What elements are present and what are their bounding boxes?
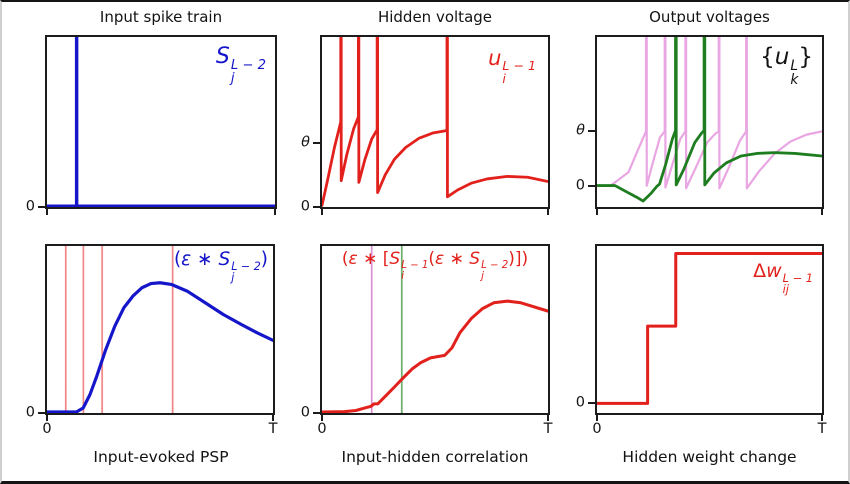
x-tick-label: 0	[592, 421, 602, 437]
x-tick-mark	[274, 208, 276, 215]
x-tick-mark	[596, 208, 598, 215]
input-spike-trace	[47, 37, 275, 206]
x-tick-mark	[547, 414, 549, 421]
psp-kernel-trace	[47, 283, 273, 412]
x-tick-mark	[46, 208, 48, 215]
y-tick-mark	[38, 412, 46, 414]
y-tick-label: 0	[25, 198, 35, 215]
y-tick-label: θ	[301, 134, 310, 151]
y-tick-mark	[313, 412, 321, 414]
y-tick-mark	[588, 402, 596, 405]
x-tick-mark	[321, 414, 323, 421]
correlation-trace-trace	[322, 301, 548, 412]
x-tick-label: T	[817, 421, 827, 437]
plot-area-input-spike-train	[47, 37, 275, 207]
y-tick-label: θ	[576, 122, 585, 139]
y-tick-label: 0	[25, 404, 35, 421]
plot-area-input-evoked-psp	[47, 246, 273, 413]
plot-area-hidden-voltage	[322, 37, 548, 207]
axis-label-hidden-weight-change: Hidden weight change	[622, 448, 797, 466]
y-tick-label: 0	[300, 404, 310, 421]
x-tick-label: 0	[42, 421, 52, 437]
y-tick-mark	[588, 129, 596, 132]
output-voltage-k1-trace	[597, 37, 822, 201]
x-tick-mark	[272, 414, 274, 421]
axis-label-input-evoked-psp: Input-evoked PSP	[93, 448, 229, 466]
axis-label-input-hidden-correlation: Input-hidden correlation	[341, 448, 529, 466]
x-tick-label: 0	[317, 421, 327, 437]
hidden-membrane-voltage-trace	[322, 37, 548, 205]
y-tick-label: 0	[300, 198, 310, 215]
weight-change-step-trace	[597, 254, 822, 404]
y-tick-mark	[313, 206, 321, 208]
x-tick-label: T	[268, 421, 278, 437]
plot-area-input-hidden-correlation	[322, 246, 548, 413]
y-tick-mark	[313, 142, 321, 145]
y-tick-mark	[588, 184, 596, 187]
x-tick-mark	[821, 208, 823, 215]
panel-title-hidden-voltage: Hidden voltage	[377, 8, 493, 26]
x-tick-mark	[321, 208, 323, 215]
x-tick-label: T	[543, 421, 553, 437]
formula-hidden-weight-change: Δw L − 1 ij	[753, 260, 813, 297]
panel-title-input-spike-train: Input spike train	[99, 8, 223, 26]
panel-title-output-voltages: Output voltages	[649, 8, 770, 26]
x-tick-mark	[821, 414, 823, 421]
y-tick-label: 0	[575, 394, 585, 411]
y-tick-mark	[38, 206, 46, 208]
y-tick-label: 0	[575, 177, 585, 194]
x-tick-mark	[547, 208, 549, 215]
x-tick-mark	[596, 414, 598, 421]
plot-area-hidden-weight-change	[597, 246, 822, 413]
x-tick-mark	[46, 414, 48, 421]
plot-area-output-voltages	[597, 37, 822, 207]
